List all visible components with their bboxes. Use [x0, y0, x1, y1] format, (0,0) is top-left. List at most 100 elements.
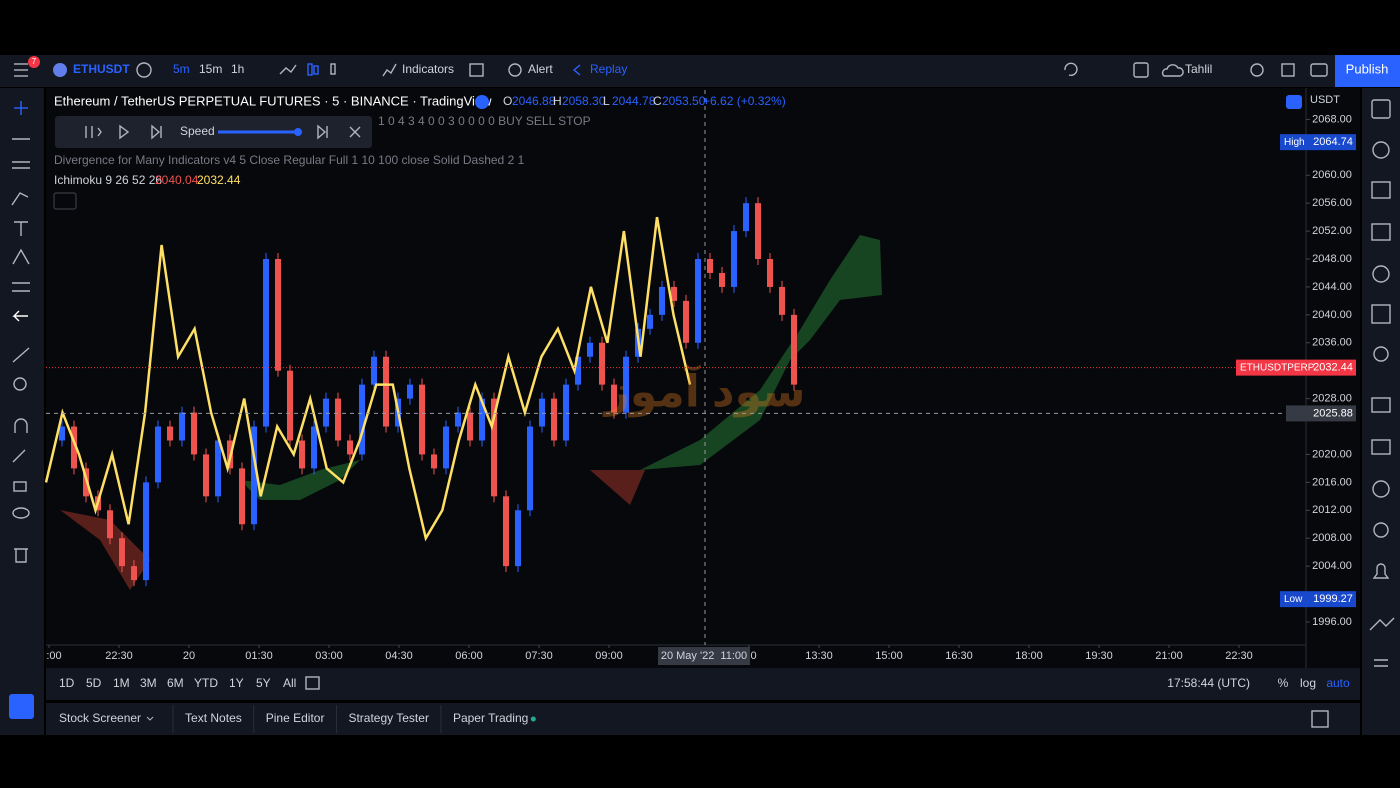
status-dot [530, 716, 536, 722]
maximize-panel[interactable] [1311, 710, 1329, 728]
ohlc-label: L [603, 94, 610, 108]
replay-close[interactable] [349, 126, 361, 138]
x-tick-label: 19:30 [1085, 650, 1113, 662]
chart-type-candle-2[interactable] [313, 65, 319, 75]
range-button[interactable]: YTD [194, 676, 218, 690]
ohlc-value: 2058.30 [562, 94, 606, 108]
tab[interactable]: Text Notes [185, 711, 242, 725]
candle [587, 342, 593, 357]
scale-auto[interactable]: auto [1326, 676, 1350, 690]
goto-date[interactable] [305, 676, 320, 690]
range-button[interactable]: 6M [167, 676, 184, 690]
chart-type-line[interactable] [279, 64, 297, 75]
interval-1h[interactable]: 1h [231, 62, 244, 76]
replay-select[interactable] [85, 126, 102, 138]
cloud-red-2 [590, 470, 645, 505]
replay-play[interactable] [119, 124, 130, 140]
scale-percent[interactable]: % [1278, 676, 1289, 690]
candle [407, 384, 413, 399]
range-button[interactable]: 1M [113, 676, 130, 690]
add-symbol[interactable] [136, 62, 152, 78]
scale-log[interactable]: log [1300, 676, 1316, 690]
y-tick-label: 1996.00 [1312, 616, 1352, 628]
tab[interactable]: Pine Editor [266, 711, 325, 725]
top-toolbar [0, 55, 1400, 87]
chart-type-candle[interactable] [307, 63, 313, 76]
range-button[interactable]: 5Y [256, 676, 271, 690]
price-label-value: 2032.44 [1313, 362, 1353, 374]
y-tick-label: 2048.00 [1312, 253, 1352, 265]
candle [299, 440, 305, 469]
interval-15m[interactable]: 15m [199, 62, 222, 76]
candle [131, 566, 137, 581]
snapshot[interactable] [1310, 63, 1328, 77]
study-divergence: Divergence for Many Indicators v4 5 Clos… [54, 153, 525, 167]
y-tick-label: 2012.00 [1312, 504, 1352, 516]
scale-button[interactable] [1286, 95, 1302, 109]
alert-button[interactable]: Alert [528, 62, 553, 76]
x-tick-label: 01:30 [245, 650, 273, 662]
clock: 17:58:44 (UTC) [1167, 676, 1250, 690]
collapse-legend[interactable] [53, 192, 77, 210]
publish-bg[interactable] [1335, 55, 1400, 87]
currency[interactable]: USDT [1310, 94, 1340, 106]
publish-button[interactable]: Publish [1346, 61, 1389, 76]
sidebar-icons[interactable] [1369, 99, 1395, 667]
candle [683, 300, 689, 343]
range-button[interactable]: 1Y [229, 676, 244, 690]
range-button[interactable]: All [283, 676, 296, 690]
replay-button[interactable]: Replay [590, 62, 627, 76]
candle [383, 356, 389, 427]
menu-icon[interactable] [14, 63, 28, 77]
x-tick-label: 15:00 [875, 650, 903, 662]
y-tick-label: 2068.00 [1312, 113, 1352, 125]
interval-5m[interactable]: 5m [173, 62, 190, 76]
candle [179, 412, 185, 441]
y-tick-label: 2052.00 [1312, 225, 1352, 237]
change: +6.62 (+0.32%) [703, 94, 786, 108]
x-tick-label: 03:00 [315, 650, 343, 662]
candle [455, 412, 461, 427]
fullscreen[interactable] [1281, 63, 1295, 77]
favorites[interactable] [9, 694, 34, 719]
badge-count: 7 [32, 57, 37, 66]
x-tick-label: 18:00 [1015, 650, 1043, 662]
badge [28, 56, 40, 68]
candle [707, 259, 713, 273]
indicators-button[interactable]: Indicators [402, 62, 454, 76]
candle [347, 440, 353, 455]
layout-name[interactable]: Tahlil [1185, 62, 1212, 76]
x-tick-label: :00 [46, 650, 61, 662]
speed-handle[interactable] [294, 128, 302, 136]
tab-caret [146, 716, 154, 721]
settings[interactable] [1250, 63, 1264, 77]
layout-icon[interactable] [1133, 62, 1149, 78]
templates-icon[interactable] [469, 63, 484, 77]
replay-step[interactable] [151, 124, 162, 140]
symbol[interactable]: ETHUSDT [73, 62, 130, 76]
tab[interactable]: Stock Screener [59, 711, 141, 725]
range-button[interactable]: 5D [86, 676, 102, 690]
cursor-time: 20 May '22 11:00 [661, 650, 747, 662]
drawing-tools[interactable] [11, 101, 30, 563]
replay-forward[interactable] [317, 124, 328, 140]
undo[interactable] [1064, 62, 1078, 77]
candle [611, 384, 617, 413]
range-button[interactable]: 1D [59, 676, 75, 690]
candle [287, 370, 293, 441]
tab[interactable]: Strategy Tester [348, 711, 428, 725]
y-tick-label: 2060.00 [1312, 169, 1352, 181]
range-button[interactable]: 3M [140, 676, 157, 690]
x-tick-label: 09:00 [595, 650, 623, 662]
bottom-tabs [46, 703, 1360, 735]
tab[interactable]: Paper Trading [453, 711, 528, 725]
price-label-bg [1286, 405, 1356, 422]
chart-style[interactable] [330, 63, 336, 75]
cursor-time-bg [658, 647, 750, 665]
candle [767, 259, 773, 287]
candle [755, 203, 761, 260]
price-label-name: Low [1284, 594, 1303, 605]
y-tick-label: 2040.00 [1312, 309, 1352, 321]
candle [563, 384, 569, 441]
price-label-bg [1280, 591, 1356, 608]
